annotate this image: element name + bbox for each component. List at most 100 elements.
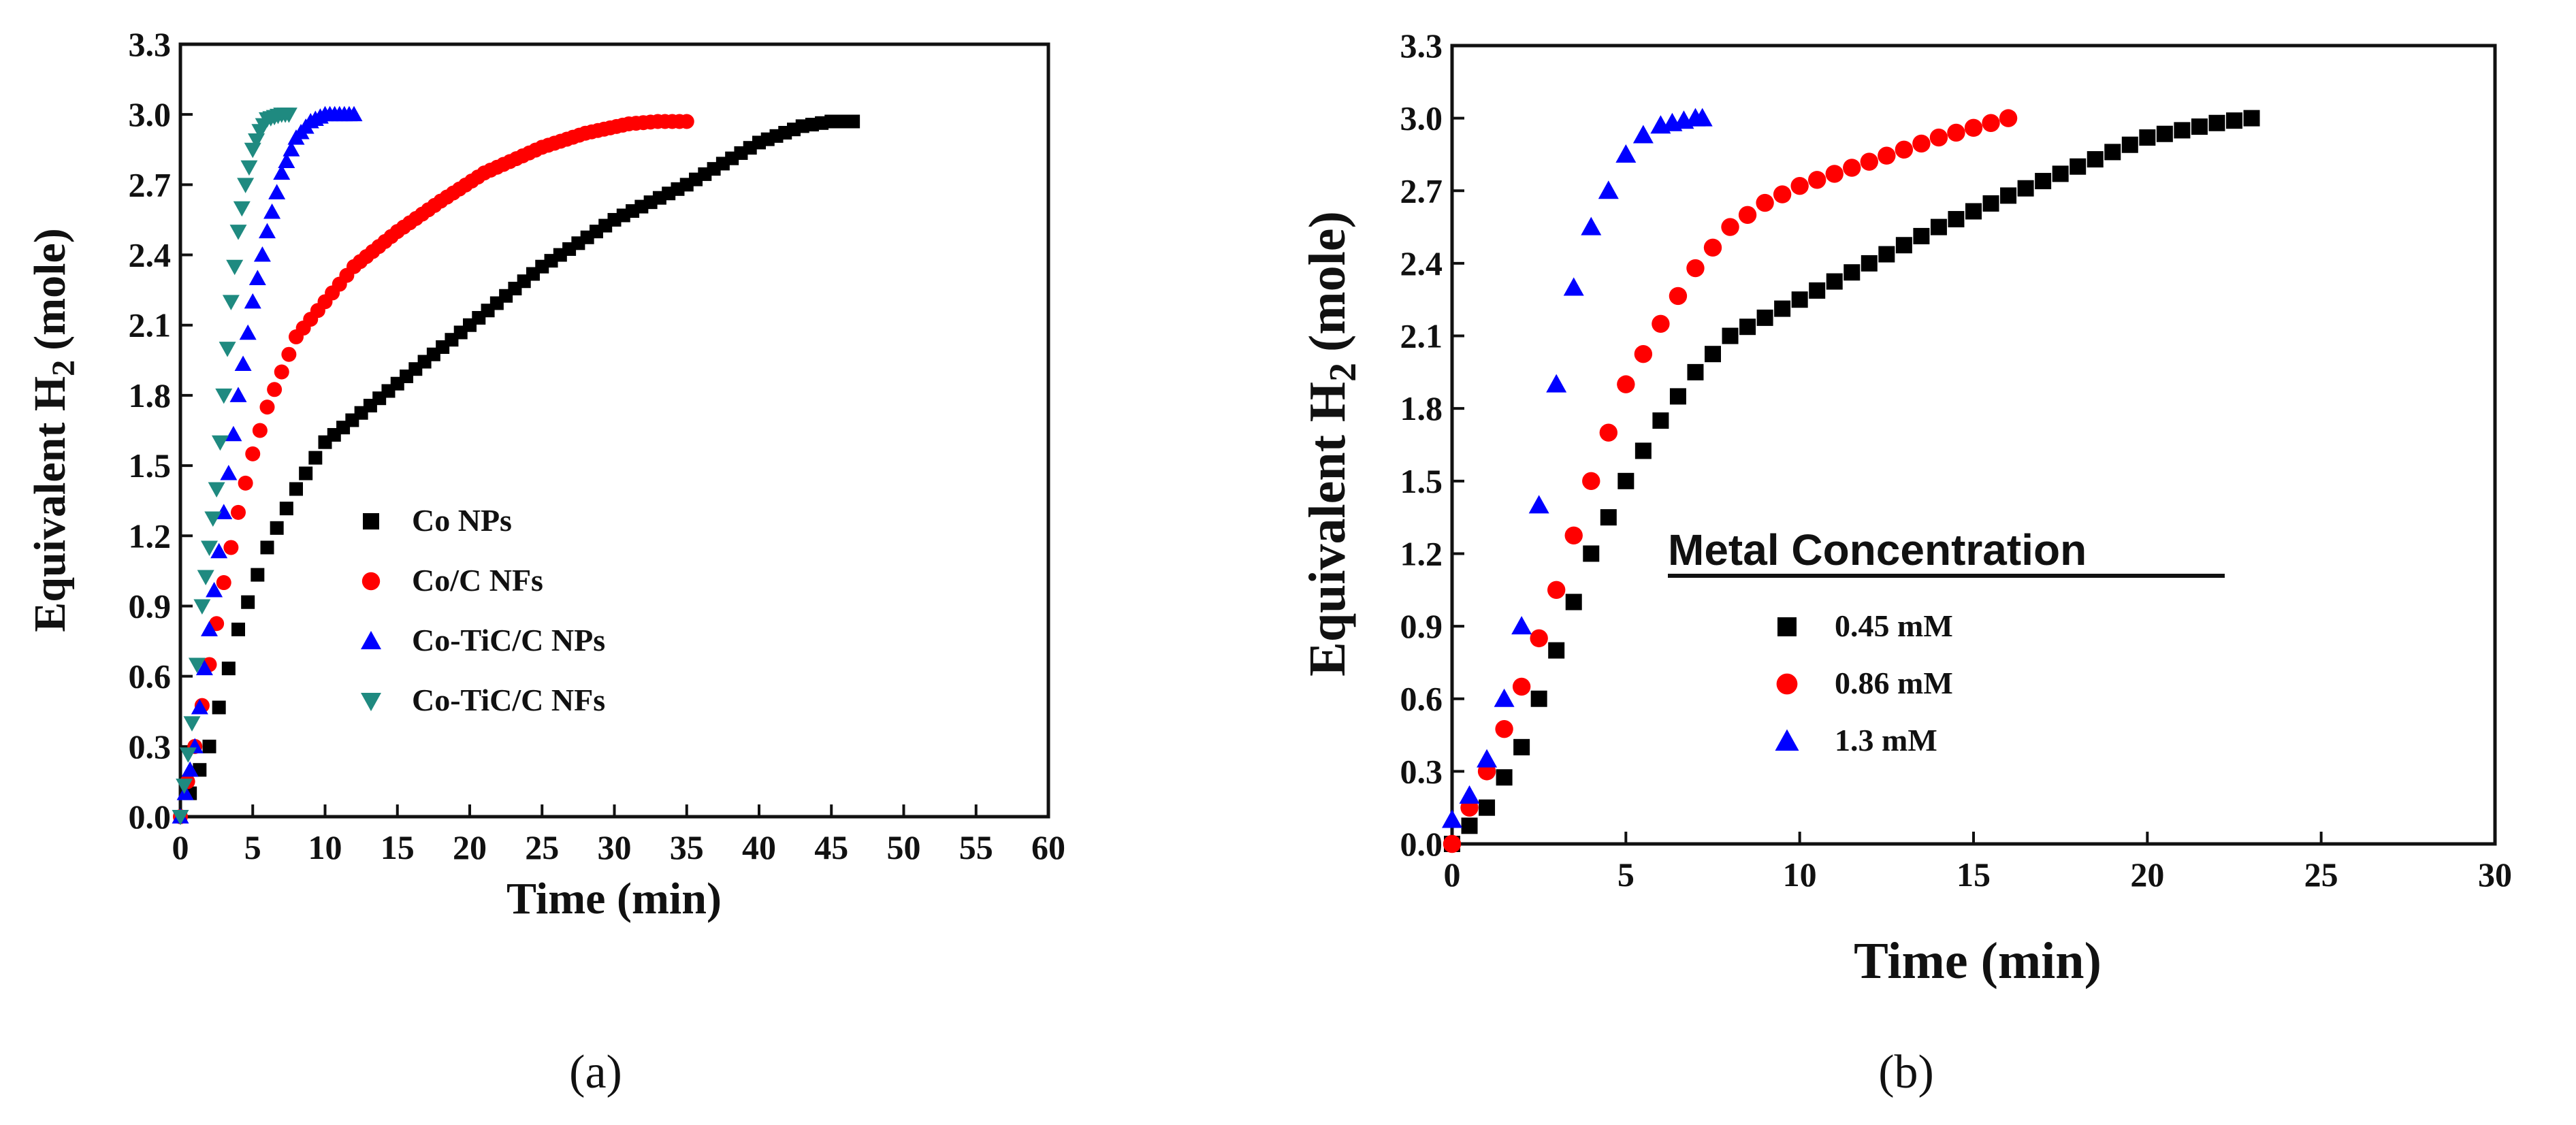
series-a-1 <box>174 114 860 824</box>
x-tick-label-b: 25 <box>2304 855 2338 894</box>
data-point <box>219 342 236 357</box>
data-point <box>204 511 222 527</box>
data-point <box>278 152 295 168</box>
panel-label-b: (b) <box>1878 1046 1934 1098</box>
data-point <box>270 521 284 535</box>
data-point <box>240 160 258 176</box>
y-tick-label-a: 0.6 <box>129 657 172 696</box>
data-point <box>1790 176 1809 195</box>
data-point <box>1528 495 1549 514</box>
x-tick-label-b: 20 <box>2130 855 2164 894</box>
data-point <box>1459 785 1480 804</box>
y-tick-label-a: 2.4 <box>129 236 172 274</box>
data-point <box>260 540 274 555</box>
data-point <box>176 779 193 794</box>
legend-marker <box>1776 673 1798 695</box>
legend-label: Co-TiC/C NFs <box>412 683 605 717</box>
data-point <box>1705 346 1721 363</box>
data-point <box>308 451 323 465</box>
x-tick-label-b: 30 <box>2478 855 2512 894</box>
data-point <box>1530 690 1547 707</box>
y-tick-label-b: 3.0 <box>1400 99 1443 137</box>
data-point <box>244 293 261 309</box>
data-point <box>239 324 257 340</box>
data-point <box>1513 738 1530 755</box>
data-point <box>222 295 240 310</box>
data-point <box>193 599 211 615</box>
data-point <box>215 504 233 519</box>
data-point <box>252 423 268 438</box>
data-point <box>1634 345 1653 363</box>
data-point <box>2226 112 2242 129</box>
data-point <box>1860 152 1878 171</box>
data-point <box>172 810 189 826</box>
data-point <box>201 540 218 556</box>
data-point <box>1982 114 2000 132</box>
data-point <box>197 570 214 585</box>
data-point <box>273 164 291 180</box>
data-point <box>1615 144 1637 163</box>
data-point <box>233 201 251 217</box>
x-tick-label-a: 55 <box>959 828 993 866</box>
data-point <box>215 388 233 404</box>
data-point <box>201 621 218 636</box>
x-tick-label-b: 5 <box>1617 855 1635 894</box>
data-point <box>1947 123 1965 142</box>
y-tick-label-a: 2.7 <box>129 165 172 203</box>
data-point <box>1669 388 1686 405</box>
data-point <box>226 259 244 276</box>
data-point <box>1461 817 1478 834</box>
data-point <box>1442 809 1462 828</box>
y-tick-label-b: 1.5 <box>1400 462 1443 500</box>
data-point <box>1965 203 1982 220</box>
data-point <box>283 141 300 157</box>
y-tick-label-a: 0.3 <box>129 728 172 766</box>
data-point <box>2104 144 2121 161</box>
y-tick-label-b: 1.2 <box>1400 534 1443 572</box>
data-marks-b <box>1442 108 2260 853</box>
chart-panel-b: 0 5 10 15 20 25 30 0.0 0.3 0.6 0.9 1.2 1.5 1.8 2.1 2.4 2… <box>1299 27 2512 1098</box>
y-axis-title-a: Equivalent H2 (mole) <box>25 228 82 632</box>
ticks-a: 0 5 10 15 20 25 30 35 40 45 50 55 60 0.0 0.3 0.6 0.9 1.2 1… <box>129 25 1066 866</box>
data-point <box>846 114 860 129</box>
data-point <box>1895 237 1912 254</box>
data-point <box>1809 282 1826 299</box>
data-point <box>2070 158 2087 175</box>
x-tick-label-a: 15 <box>381 828 415 866</box>
data-point <box>1652 412 1669 429</box>
data-point <box>267 382 283 397</box>
data-point <box>253 246 271 262</box>
y-tick-label-a: 1.8 <box>129 376 172 414</box>
data-point <box>2174 122 2191 139</box>
data-point <box>259 223 276 239</box>
legend-label: Co/C NFs <box>412 563 543 598</box>
data-point <box>191 698 208 715</box>
x-tick-label-a: 35 <box>670 828 704 866</box>
data-point <box>1599 423 1617 442</box>
data-point <box>1563 277 1584 296</box>
data-point <box>2121 136 2138 153</box>
data-point <box>212 700 226 715</box>
data-point <box>1652 314 1670 333</box>
data-point <box>1703 238 1722 257</box>
data-point <box>221 662 236 676</box>
data-point <box>1844 264 1861 281</box>
y-tick-label-b: 0.3 <box>1400 752 1443 790</box>
legend-a: Co NPs Co/C NFs Co-TiC/C NPs Co-TiC/C NFs <box>361 503 605 717</box>
legend-label: 1.3 mM <box>1835 723 1937 757</box>
data-marks-a <box>172 105 860 826</box>
y-tick-label-b: 2.1 <box>1400 317 1443 355</box>
data-point <box>1496 769 1513 786</box>
data-point <box>1548 642 1565 659</box>
data-point <box>2035 173 2052 190</box>
x-tick-label-b: 0 <box>1444 855 1461 894</box>
data-point <box>1912 134 1931 153</box>
x-tick-label-b: 10 <box>1783 855 1817 894</box>
y-tick-label-b: 2.7 <box>1400 172 1443 210</box>
x-tick-label-a: 25 <box>525 828 559 866</box>
data-point <box>2191 118 2208 135</box>
data-point <box>2139 129 2156 146</box>
x-tick-label-a: 30 <box>598 828 632 866</box>
data-point <box>1686 259 1705 278</box>
